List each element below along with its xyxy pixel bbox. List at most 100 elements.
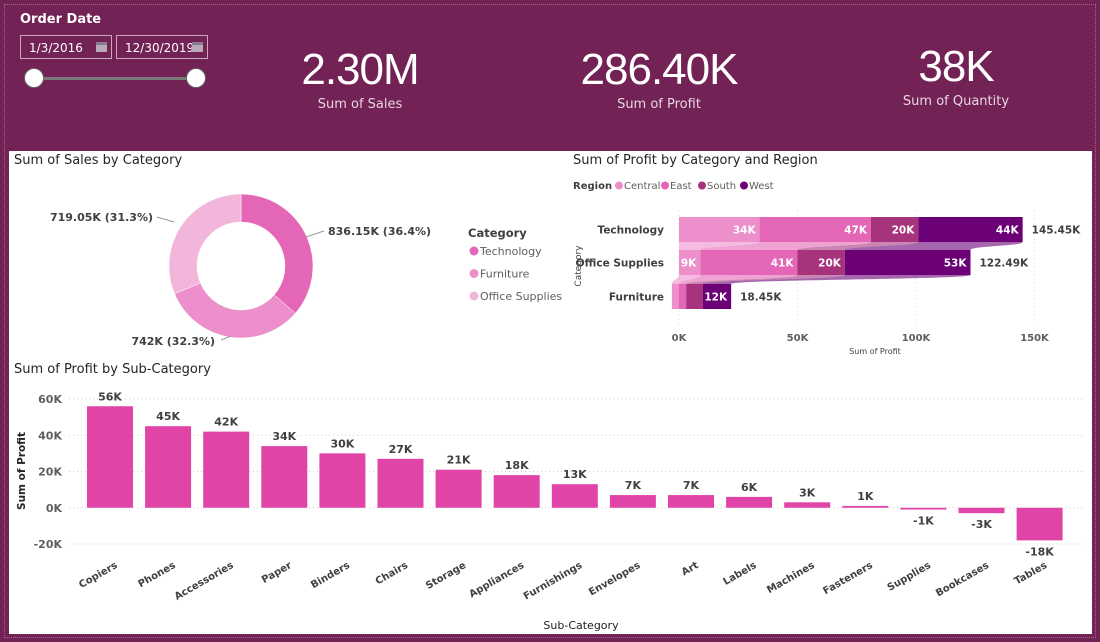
y-tick-label: 40K — [38, 429, 62, 442]
bar-segment-west[interactable] — [918, 217, 1023, 242]
kpi-card-profit: 286.40K Sum of Profit — [559, 47, 759, 113]
segment-label: 34K — [733, 225, 757, 237]
bar-fasteners[interactable] — [842, 505, 889, 508]
date-range-slider-track[interactable] — [34, 77, 196, 80]
donut-chart: 836.15K (36.4%) 742K (32.3%) 719.05K (31.3… — [50, 193, 562, 348]
x-tick-label: Paper — [260, 560, 294, 586]
bar-segment-south[interactable] — [686, 284, 703, 309]
data-label: 13K — [563, 468, 587, 481]
ribbon-connector — [797, 242, 919, 250]
donut-slice-office-supplies[interactable] — [168, 193, 242, 295]
start-date-value: 1/3/2016 — [29, 41, 83, 55]
legend-item-technology[interactable]: Technology — [479, 245, 542, 258]
end-date-input[interactable]: 12/30/2019 — [116, 35, 208, 59]
bar-furnishings[interactable] — [551, 484, 598, 508]
bar-segment-west[interactable] — [702, 284, 732, 309]
legend-marker-icon[interactable] — [615, 181, 623, 190]
bar-envelopes[interactable] — [609, 495, 656, 508]
legend-marker-icon[interactable] — [661, 181, 669, 190]
x-tick-label: 0K — [672, 333, 688, 344]
segment-label: 20K — [892, 225, 916, 237]
x-tick-label: Phones — [136, 560, 177, 590]
bar-segment-south[interactable] — [870, 217, 919, 242]
x-axis-title: Sub-Category — [543, 619, 619, 632]
bar-accessories[interactable] — [203, 431, 250, 508]
profit-by-category-region-visual[interactable]: Sum of Profit by Category and Region Reg… — [565, 151, 1092, 361]
bar-segment-central[interactable] — [679, 250, 701, 275]
calendar-icon[interactable] — [96, 42, 107, 52]
bar-segment-south[interactable] — [797, 250, 845, 275]
x-tick-label: Labels — [722, 560, 759, 588]
ribbon-connector — [686, 275, 845, 284]
bar-machines[interactable] — [784, 502, 831, 508]
legend-marker-icon[interactable] — [698, 181, 706, 190]
kpi-card-sales: 2.30M Sum of Sales — [260, 45, 460, 113]
bar-storage[interactable] — [435, 469, 482, 508]
bar-segment-east[interactable] — [759, 217, 871, 242]
x-tick-label: 50K — [787, 333, 810, 344]
donut-slice-technology[interactable] — [240, 193, 314, 314]
calendar-icon[interactable] — [192, 42, 203, 52]
kpi-label: Sum of Quantity — [902, 94, 1010, 109]
leader-line — [156, 216, 175, 223]
legend-item-furniture[interactable]: Furniture — [480, 268, 530, 281]
x-tick-label: 150K — [1020, 333, 1050, 344]
bar-segment-central[interactable] — [671, 284, 679, 309]
bar-chairs[interactable] — [377, 458, 424, 508]
legend-item-west[interactable]: West — [749, 181, 774, 192]
legend-item-office-supplies[interactable]: Office Supplies — [480, 290, 562, 303]
data-label: 6K — [741, 481, 758, 494]
segment-label: 47K — [844, 225, 868, 237]
bar-segment-central[interactable] — [679, 217, 760, 242]
data-label: 27K — [389, 443, 413, 456]
visual-title: Sum of Profit by Category and Region — [573, 153, 818, 168]
bar-appliances[interactable] — [493, 475, 540, 508]
legend-marker-icon[interactable] — [469, 269, 479, 278]
bar-segment-west[interactable] — [844, 250, 971, 275]
x-tick-label: Bookcases — [934, 560, 991, 599]
data-label: -1K — [913, 515, 934, 528]
start-date-input[interactable]: 1/3/2016 — [20, 35, 112, 59]
sales-by-category-visual[interactable]: Sum of Sales by Category 836.15K (36.4%)… — [9, 151, 565, 361]
bar-labels[interactable] — [726, 496, 773, 508]
segment-label: 41K — [771, 258, 795, 270]
legend-item-east[interactable]: East — [670, 181, 692, 192]
x-tick-label: Supplies — [886, 560, 933, 594]
bar-phones[interactable] — [145, 426, 192, 508]
legend-item-south[interactable]: South — [707, 181, 736, 192]
bar-copiers[interactable] — [87, 406, 133, 508]
x-tick-label: Chairs — [374, 560, 410, 587]
x-tick-label: Storage — [424, 560, 468, 592]
total-label: 18.45K — [740, 292, 782, 304]
y-tick-label: 60K — [38, 393, 62, 406]
legend-item-central[interactable]: Central — [624, 181, 660, 192]
bar-segment-east[interactable] — [700, 250, 798, 275]
category-label: Furniture — [609, 292, 664, 304]
bar-supplies[interactable] — [900, 507, 947, 510]
bar-binders[interactable] — [319, 453, 366, 508]
bar-art[interactable] — [668, 495, 714, 508]
bar-paper[interactable] — [261, 446, 308, 508]
end-date-value: 12/30/2019 — [125, 41, 195, 55]
x-tick-label: Furnishings — [522, 560, 584, 602]
data-label: -18K — [1025, 545, 1054, 558]
y-axis-title: Sum of Profit — [16, 432, 28, 510]
profit-by-subcategory-visual[interactable]: Sum of Profit by Sub-Category 60K 40K 20K 0… — [9, 361, 1092, 634]
slider-start-handle[interactable] — [24, 68, 44, 88]
x-axis-title: Sum of Profit — [849, 347, 901, 356]
bar-tables[interactable] — [1016, 507, 1063, 541]
kpi-value: 38K — [918, 42, 994, 91]
data-label: 34K — [272, 430, 296, 443]
x-tick-label: Tables — [1013, 560, 1049, 587]
legend-marker-icon[interactable] — [469, 291, 479, 301]
bar-segment-east[interactable] — [679, 284, 687, 309]
data-label: 30K — [330, 437, 354, 450]
legend-marker-icon[interactable] — [469, 246, 479, 256]
segment-label: 20K — [818, 258, 842, 270]
kpi-value: 2.30M — [301, 45, 419, 94]
legend-marker-icon[interactable] — [740, 181, 748, 190]
data-label: -3K — [971, 518, 992, 531]
slider-end-handle[interactable] — [186, 68, 206, 88]
bar-bookcases[interactable] — [958, 507, 1005, 514]
y-tick-label: 0K — [46, 502, 63, 515]
